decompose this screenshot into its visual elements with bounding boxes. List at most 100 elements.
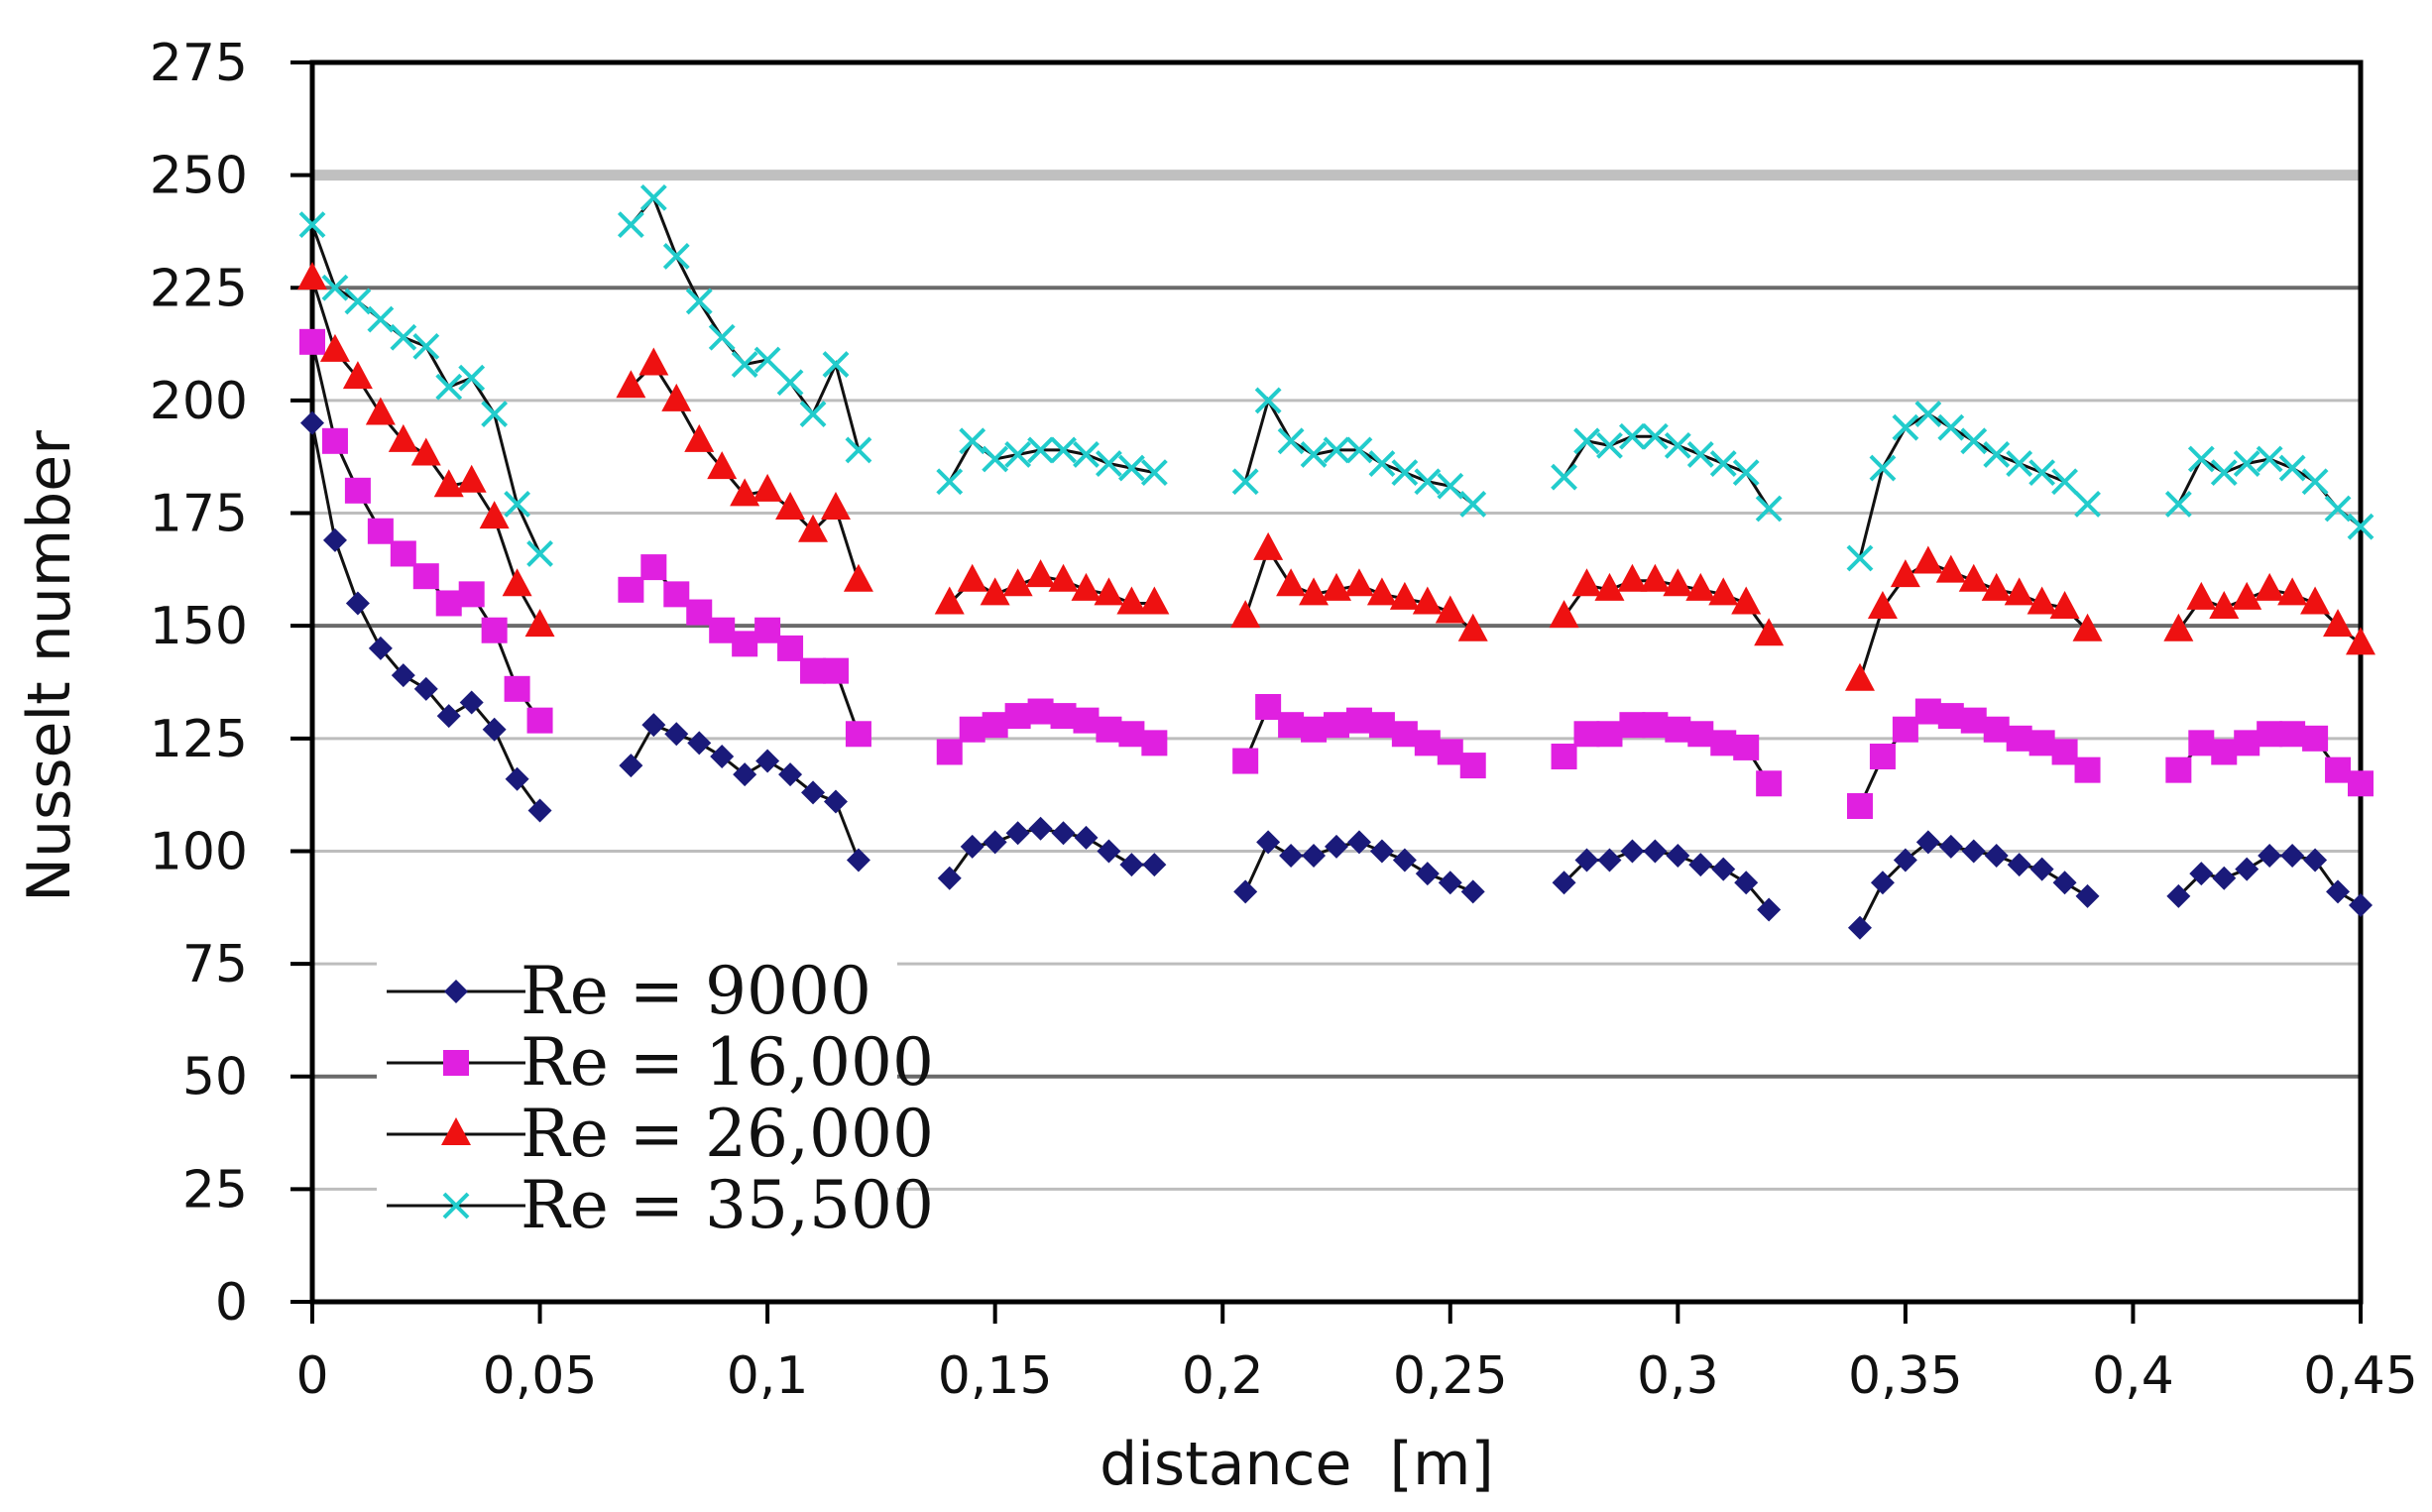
marker-x-stroke	[2210, 459, 2238, 487]
y-tick-label: 175	[150, 485, 248, 544]
data-point	[800, 657, 827, 684]
data-point	[1346, 830, 1371, 855]
marker-x-stroke	[298, 211, 326, 239]
data-point	[1389, 581, 1420, 610]
data-point	[619, 754, 643, 778]
data-point	[733, 762, 757, 787]
data-point	[367, 518, 394, 544]
y-tick-label: 200	[150, 372, 248, 431]
data-point	[1074, 825, 1099, 850]
data-point	[2007, 853, 2031, 877]
data-point	[433, 469, 464, 498]
marker-x-stroke	[845, 436, 872, 464]
data-point	[1231, 468, 1259, 496]
data-point	[1139, 586, 1170, 615]
y-axis-title: Nusselt number	[15, 430, 84, 902]
legend-label: Re = 35,500	[521, 1167, 934, 1243]
data-point	[1459, 491, 1487, 518]
data-point	[1391, 721, 1418, 748]
data-point	[1071, 572, 1101, 601]
data-point	[1141, 730, 1168, 756]
marker-x-stroke	[2074, 491, 2101, 518]
data-point	[753, 346, 781, 374]
marker-x-stroke	[1983, 441, 2011, 468]
data-point	[1870, 871, 1895, 895]
data-point	[957, 563, 987, 592]
data-point	[1733, 734, 1760, 760]
data-point	[983, 830, 1007, 855]
series-1	[300, 410, 2373, 940]
data-point	[777, 635, 804, 661]
data-point	[1301, 716, 1328, 743]
data-point	[1709, 450, 1737, 477]
marker-x-stroke	[2006, 450, 2033, 477]
marker-x-stroke	[1573, 427, 1600, 455]
data-point	[616, 370, 646, 399]
data-point	[775, 492, 806, 520]
marker-x-stroke	[936, 468, 964, 496]
data-point	[1457, 613, 1488, 641]
data-point	[2278, 454, 2306, 482]
marker-x-stroke	[1755, 495, 1783, 523]
data-point	[299, 328, 325, 355]
data-point	[1119, 853, 1144, 877]
data-point	[1048, 563, 1079, 592]
y-tick-label: 250	[150, 147, 248, 206]
data-point	[2209, 591, 2240, 619]
data-point	[1754, 618, 1785, 646]
series-line	[1563, 434, 1771, 510]
data-point	[435, 373, 463, 401]
data-point	[1253, 531, 1284, 560]
marker-x-stroke	[1050, 436, 1077, 464]
data-point	[524, 609, 555, 638]
data-point	[1004, 441, 1032, 468]
marker-x-stroke	[2028, 459, 2056, 487]
series-line	[630, 194, 861, 451]
y-tick-label: 75	[182, 935, 248, 994]
marker-x-stroke	[1254, 387, 1282, 414]
data-point	[798, 514, 829, 542]
data-point	[1596, 721, 1623, 748]
marker-x-stroke	[1231, 468, 1259, 496]
marker-x-stroke	[1140, 459, 1168, 487]
series-2	[299, 328, 2374, 819]
data-point	[1277, 427, 1305, 455]
series-line	[630, 362, 861, 582]
data-point	[2212, 866, 2237, 890]
marker-x-stroke	[367, 305, 395, 333]
data-point	[960, 834, 984, 859]
data-point	[618, 576, 644, 603]
data-point	[687, 731, 712, 756]
data-point	[2303, 848, 2328, 872]
data-point	[753, 473, 783, 502]
data-point	[1299, 577, 1330, 606]
data-point	[2186, 581, 2217, 610]
marker-x-stroke	[776, 369, 804, 397]
data-point	[504, 491, 531, 518]
data-point	[505, 766, 529, 791]
series-line	[310, 224, 541, 555]
data-point	[391, 663, 415, 688]
marker-x-stroke	[708, 323, 736, 351]
data-point	[820, 492, 851, 520]
data-point	[482, 717, 507, 742]
data-point	[1437, 472, 1464, 500]
x-tick-label: 0,4	[2092, 1346, 2174, 1406]
data-point	[1096, 450, 1122, 477]
legend-marker	[443, 1050, 469, 1076]
data-point	[504, 675, 530, 702]
data-point	[2187, 445, 2215, 473]
marker-x-stroke	[1004, 441, 1032, 468]
data-point	[801, 780, 826, 805]
data-point	[2189, 862, 2214, 886]
data-point	[1459, 753, 1486, 779]
data-point	[980, 577, 1010, 606]
data-point	[2211, 739, 2238, 765]
data-point	[526, 707, 553, 734]
data-point	[1140, 459, 1168, 487]
data-point	[641, 713, 666, 738]
data-point	[297, 262, 327, 291]
data-point	[1073, 707, 1100, 734]
data-point	[982, 445, 1009, 473]
